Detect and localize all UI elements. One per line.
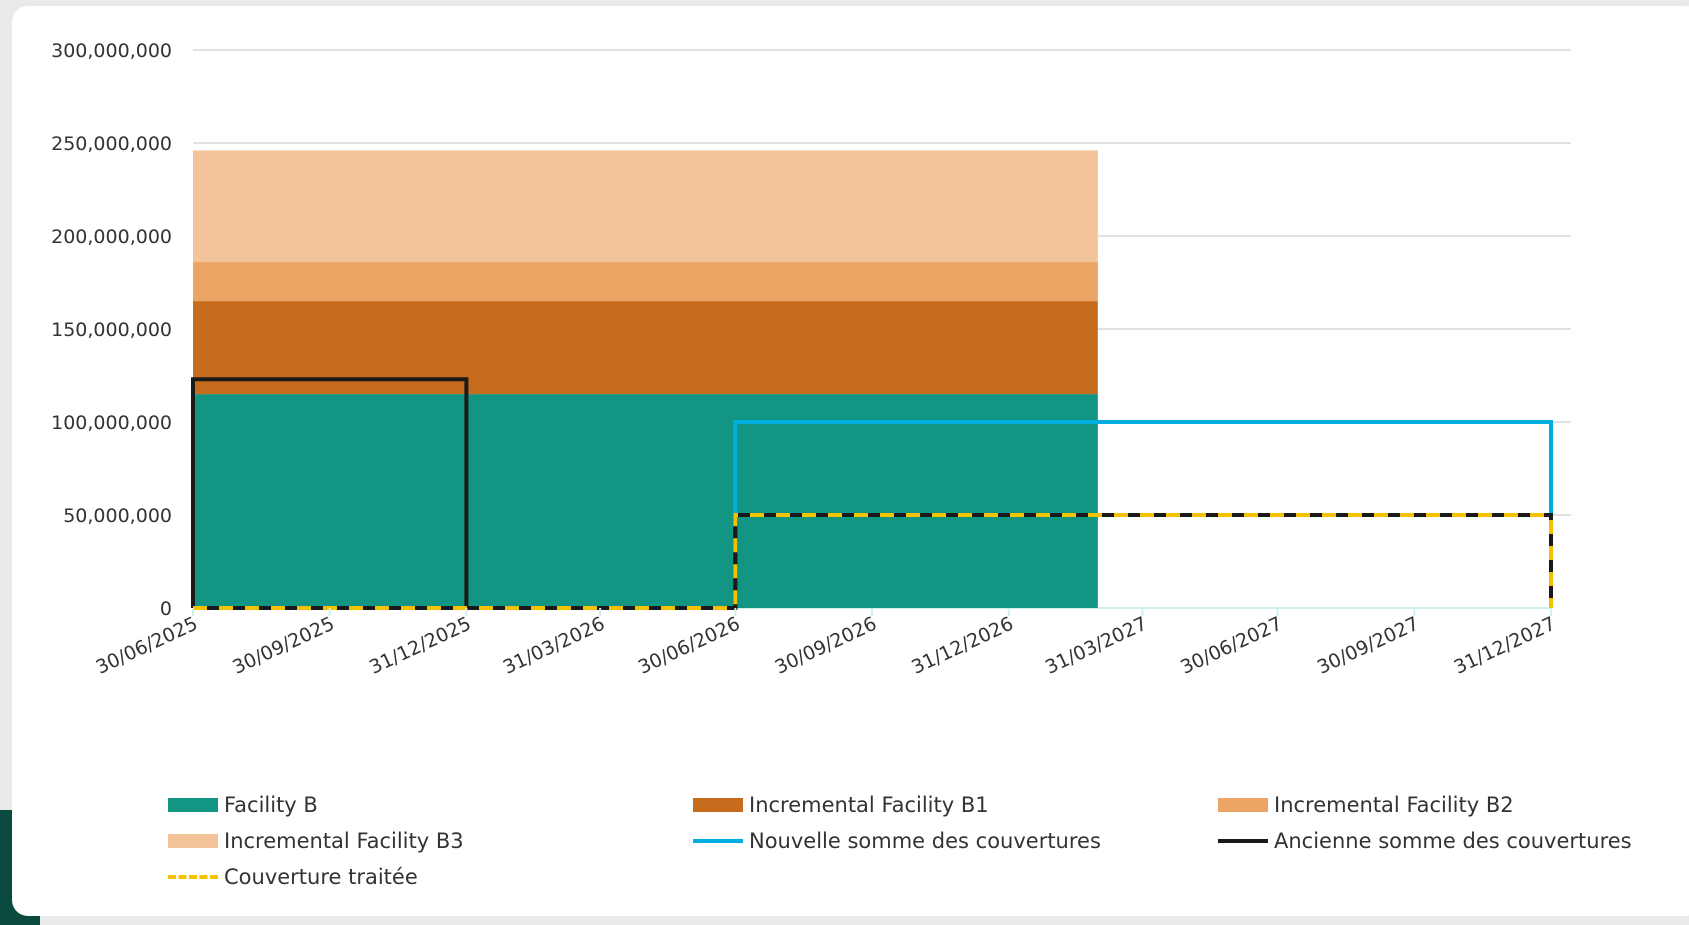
chart-canvas: 0 50,000,000 100,000,000 150,000,000 200,000… [51, 40, 1571, 679]
legend-item-facility-b: Facility B [168, 792, 693, 818]
y-tick-label: 150,000,000 [51, 319, 172, 341]
legend-label: Incremental Facility B2 [1274, 793, 1514, 817]
x-tick-label: 31/12/2027 [1451, 613, 1560, 679]
y-tick-label: 100,000,000 [51, 412, 172, 434]
legend-swatch [693, 839, 743, 843]
legend-item-incremental-b2: Incremental Facility B2 [1218, 792, 1638, 818]
y-tick-label: 0 [160, 598, 172, 620]
legend-label: Incremental Facility B1 [749, 793, 989, 817]
legend-swatch [1218, 798, 1268, 812]
legend-item-incremental-b1: Incremental Facility B1 [693, 792, 1218, 818]
legend-swatch [693, 798, 743, 812]
y-tick-label: 200,000,000 [51, 226, 172, 248]
x-axis-ticks: 30/06/2025 30/09/2025 31/12/2025 31/03/2026… [93, 608, 1560, 679]
area-incremental-facility-b3 [193, 150, 1098, 263]
legend-label: Ancienne somme des couvertures [1274, 829, 1632, 853]
legend-item-incremental-b3: Incremental Facility B3 [168, 828, 693, 854]
x-tick-label: 31/03/2027 [1042, 613, 1151, 679]
legend-swatch [168, 875, 218, 879]
y-tick-label: 300,000,000 [51, 40, 172, 62]
x-tick-label: 30/06/2025 [93, 613, 202, 679]
legend-item-nouvelle-somme: Nouvelle somme des couvertures [693, 828, 1218, 854]
legend: Facility B Incremental Facility B1 Incre… [168, 792, 1638, 890]
line-couverture-traitée [193, 513, 1553, 610]
legend-item-couverture-traitee: Couverture traitée [168, 864, 693, 890]
x-tick-label: 30/09/2026 [772, 613, 881, 679]
legend-label: Facility B [224, 793, 318, 817]
y-tick-label: 50,000,000 [63, 505, 172, 527]
legend-swatch [168, 798, 218, 812]
legend-label: Incremental Facility B3 [224, 829, 464, 853]
legend-label: Couverture traitée [224, 865, 418, 889]
area-incremental-facility-b2 [193, 262, 1098, 302]
x-tick-label: 31/12/2025 [366, 613, 475, 679]
y-axis-ticks: 0 50,000,000 100,000,000 150,000,000 200,000… [51, 40, 172, 620]
y-tick-label: 250,000,000 [51, 133, 172, 155]
x-tick-label: 31/03/2026 [500, 613, 609, 679]
area-facility-b [193, 394, 1098, 608]
x-tick-label: 30/09/2027 [1314, 613, 1423, 679]
legend-label: Nouvelle somme des couvertures [749, 829, 1101, 853]
chart-card: 0 50,000,000 100,000,000 150,000,000 200,000… [12, 6, 1689, 916]
legend-swatch [1218, 839, 1268, 843]
legend-item-ancienne-somme: Ancienne somme des couvertures [1218, 828, 1638, 854]
x-tick-label: 30/06/2026 [635, 613, 744, 679]
legend-swatch [168, 834, 218, 848]
x-tick-label: 31/12/2026 [908, 613, 1017, 679]
x-tick-label: 30/06/2027 [1177, 613, 1286, 679]
x-tick-label: 30/09/2025 [229, 613, 338, 679]
